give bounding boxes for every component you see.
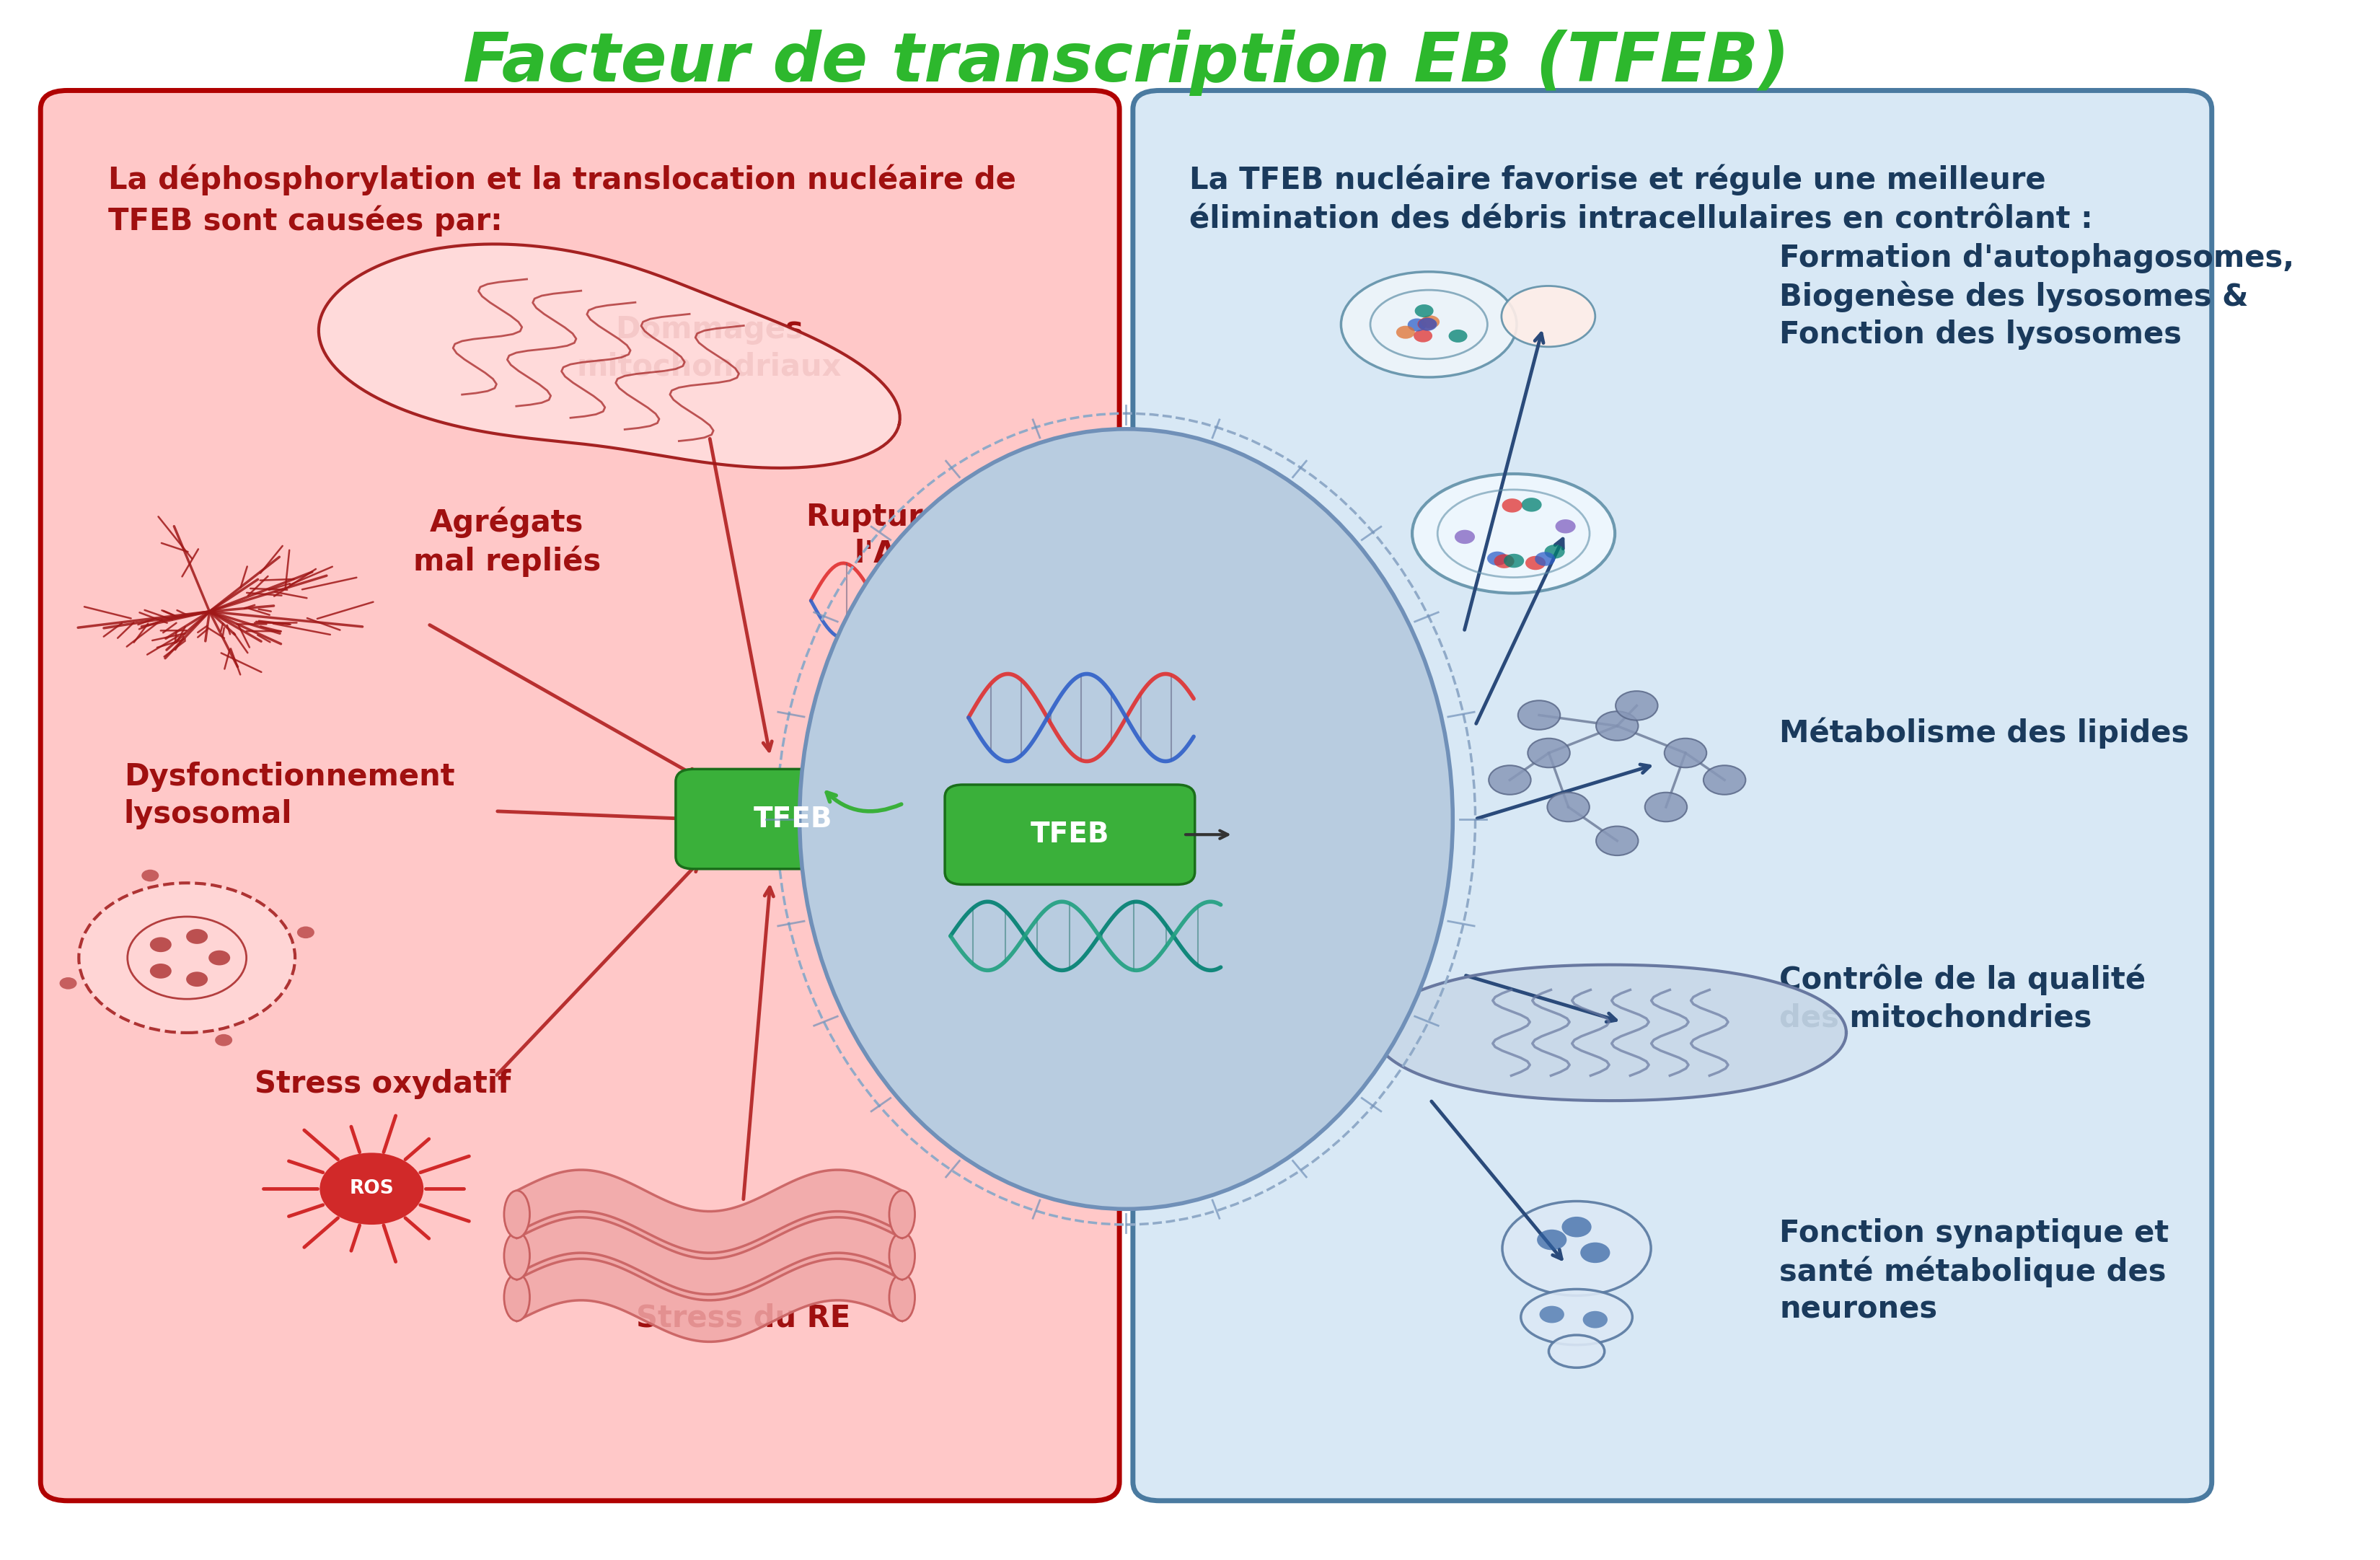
Ellipse shape (1521, 1289, 1633, 1345)
Circle shape (1502, 499, 1523, 513)
Circle shape (1521, 498, 1542, 512)
Ellipse shape (505, 1273, 531, 1321)
Circle shape (79, 883, 295, 1033)
Ellipse shape (1502, 1201, 1652, 1295)
Circle shape (1580, 1242, 1609, 1264)
Circle shape (1528, 738, 1571, 768)
FancyBboxPatch shape (676, 769, 909, 869)
Circle shape (1518, 700, 1561, 730)
Circle shape (298, 927, 314, 939)
Circle shape (1490, 766, 1530, 794)
Circle shape (1597, 827, 1637, 855)
Text: Agrégats
mal repliés: Agrégats mal repliés (412, 507, 600, 577)
Circle shape (1704, 766, 1745, 794)
Circle shape (186, 972, 207, 986)
Circle shape (1488, 552, 1507, 566)
Circle shape (186, 930, 207, 944)
Circle shape (1535, 552, 1554, 566)
FancyBboxPatch shape (945, 785, 1195, 885)
Text: Dommages
mitochondriaux: Dommages mitochondriaux (576, 315, 843, 382)
Text: Fonction synaptique et
santé métabolique des
neurones: Fonction synaptique et santé métabolique… (1780, 1218, 2168, 1324)
Ellipse shape (890, 1273, 914, 1321)
Circle shape (1454, 530, 1476, 544)
Text: Formation d'autophagosomes,
Biogenèse des lysosomes &
Fonction des lysosomes: Formation d'autophagosomes, Biogenèse de… (1780, 243, 2294, 349)
Circle shape (1540, 1306, 1564, 1323)
Circle shape (1421, 315, 1440, 329)
Text: Contrôle de la qualité
des mitochondries: Contrôle de la qualité des mitochondries (1780, 964, 2147, 1033)
Circle shape (1537, 1229, 1566, 1250)
FancyBboxPatch shape (40, 90, 1119, 1501)
Circle shape (1664, 738, 1706, 768)
Circle shape (209, 950, 231, 966)
Circle shape (1495, 554, 1514, 568)
Circle shape (140, 869, 159, 881)
Text: Rupture de
l'ADN: Rupture de l'ADN (807, 502, 995, 569)
Circle shape (1449, 329, 1468, 343)
Text: La TFEB nucléaire favorise et régule une meilleure
élimination des débris intrac: La TFEB nucléaire favorise et régule une… (1190, 164, 2092, 236)
Circle shape (214, 1034, 233, 1047)
Circle shape (1561, 1217, 1592, 1237)
Polygon shape (1376, 964, 1847, 1101)
Circle shape (150, 938, 171, 952)
FancyBboxPatch shape (1133, 90, 2211, 1501)
Circle shape (1547, 792, 1590, 822)
Ellipse shape (800, 429, 1452, 1209)
Text: Stress oxydatif: Stress oxydatif (255, 1069, 512, 1100)
Ellipse shape (1411, 474, 1616, 593)
Text: La déphosphorylation et la translocation nucléaire de
TFEB sont causées par:: La déphosphorylation et la translocation… (107, 164, 1016, 237)
Circle shape (60, 977, 76, 989)
Ellipse shape (1549, 1335, 1604, 1368)
Ellipse shape (890, 1190, 914, 1239)
Circle shape (150, 964, 171, 978)
Text: Métabolisme des lipides: Métabolisme des lipides (1780, 718, 2190, 749)
Circle shape (1504, 554, 1523, 568)
Circle shape (1583, 1310, 1606, 1328)
Circle shape (1397, 326, 1414, 339)
Circle shape (1557, 519, 1576, 534)
Ellipse shape (505, 1232, 531, 1279)
Text: TFEB: TFEB (754, 805, 833, 833)
Text: Dysfonctionnement
lysosomal: Dysfonctionnement lysosomal (124, 761, 455, 830)
Polygon shape (319, 243, 900, 468)
Text: Facteur de transcription EB (TFEB): Facteur de transcription EB (TFEB) (462, 30, 1790, 95)
Ellipse shape (1340, 271, 1516, 378)
Ellipse shape (1502, 285, 1595, 346)
Circle shape (1418, 318, 1438, 331)
Ellipse shape (505, 1190, 531, 1239)
Circle shape (1645, 792, 1687, 822)
Circle shape (1414, 304, 1433, 317)
Text: ROS: ROS (350, 1179, 395, 1198)
Text: TFEB: TFEB (1031, 821, 1109, 849)
Circle shape (1616, 691, 1659, 721)
Circle shape (1407, 318, 1426, 331)
Circle shape (1597, 711, 1637, 741)
Circle shape (1418, 318, 1435, 331)
Ellipse shape (890, 1232, 914, 1279)
Text: Stress du RE: Stress du RE (635, 1303, 850, 1334)
Circle shape (1545, 544, 1564, 558)
Circle shape (319, 1153, 424, 1225)
Circle shape (1414, 329, 1433, 342)
Circle shape (1526, 555, 1545, 569)
